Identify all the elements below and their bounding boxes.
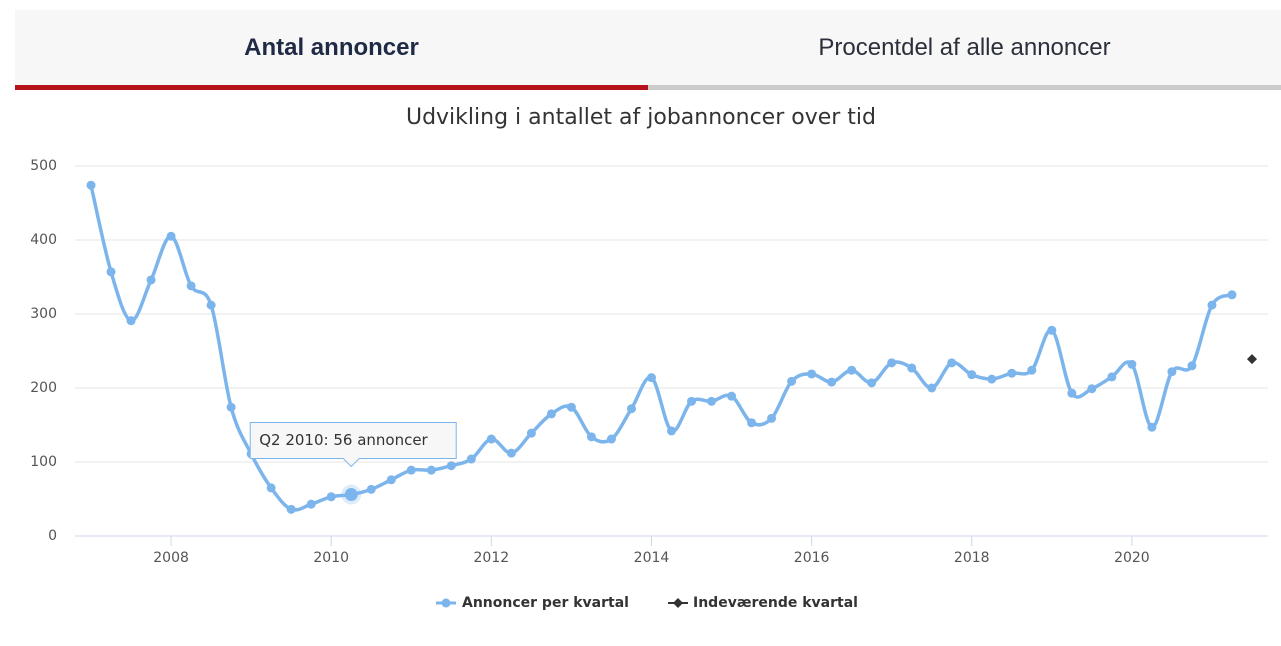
x-tick-label: 2020 [1114, 550, 1150, 566]
point [546, 409, 556, 419]
point [366, 484, 376, 494]
point [106, 267, 116, 277]
point [126, 316, 136, 326]
x-tick-label: 2012 [474, 550, 510, 566]
point [947, 358, 957, 368]
point [727, 391, 737, 401]
point [747, 418, 757, 428]
point [927, 383, 937, 393]
point [266, 483, 276, 493]
y-tick-label: 400 [30, 232, 57, 248]
point [1227, 290, 1237, 300]
point [646, 373, 656, 383]
x-tick-label: 2016 [794, 550, 830, 566]
point [787, 376, 797, 386]
point [166, 231, 176, 241]
tooltip-text: Q2 2010: 56 annoncer [259, 431, 428, 449]
hover-point [344, 488, 358, 502]
point [1167, 367, 1177, 377]
point [86, 180, 96, 190]
legend-item: Annoncer per kvartal [436, 595, 629, 611]
point [1107, 372, 1117, 382]
point [807, 369, 817, 379]
point [967, 370, 977, 380]
point [887, 358, 897, 368]
x-tick-label: 2018 [954, 550, 990, 566]
point [306, 499, 316, 509]
point [687, 396, 697, 406]
point [606, 434, 616, 444]
point [1067, 388, 1077, 398]
point [1127, 359, 1137, 369]
tab-bar: Antal annoncer Procentdel af alle annonc… [15, 10, 1281, 90]
point [667, 426, 676, 436]
point [486, 434, 496, 444]
x-tick-label: 2010 [313, 550, 349, 566]
point [226, 402, 236, 412]
point [1027, 365, 1037, 375]
point [767, 413, 777, 423]
point [1047, 325, 1057, 335]
point [506, 448, 516, 458]
point [827, 377, 837, 387]
point [326, 492, 336, 502]
series-line [89, 184, 1233, 512]
point [1187, 361, 1197, 371]
point [987, 374, 997, 384]
y-tick-label: 200 [30, 380, 57, 396]
point [626, 404, 636, 414]
point [1246, 354, 1257, 365]
point [466, 454, 476, 464]
y-tick-label: 100 [30, 454, 57, 470]
legend-label: Indeværende kvartal [693, 595, 858, 611]
tab[interactable]: Antal annoncer [15, 10, 648, 90]
tooltip: Q2 2010: 56 annoncer [249, 422, 457, 468]
y-tick-label: 500 [30, 158, 57, 174]
point [286, 504, 296, 514]
chart-title: Udvikling i antallet af jobannoncer over… [406, 105, 876, 130]
legend-item: Indeværende kvartal [668, 595, 858, 611]
legend-symbol [673, 598, 683, 608]
x-tick-label: 2014 [634, 550, 670, 566]
point [586, 432, 596, 442]
point [907, 363, 917, 373]
point [847, 365, 857, 375]
point [1147, 422, 1157, 432]
y-tick-label: 300 [30, 306, 57, 322]
y-tick-label: 0 [48, 528, 57, 544]
point [206, 300, 216, 310]
point [446, 461, 456, 471]
point [1007, 368, 1017, 378]
point [386, 475, 396, 485]
point [426, 465, 436, 475]
tooltip-box [249, 422, 457, 468]
legend-label: Annoncer per kvartal [462, 595, 629, 611]
point [406, 465, 416, 475]
legend-symbol [441, 598, 451, 608]
point [146, 275, 156, 285]
point [867, 378, 877, 388]
point [526, 428, 536, 438]
tab[interactable]: Procentdel af alle annoncer [648, 10, 1281, 90]
point [707, 396, 717, 406]
x-tick-label: 2008 [153, 550, 189, 566]
point [1087, 384, 1097, 394]
point [1207, 300, 1217, 310]
point [566, 402, 576, 412]
point [186, 281, 196, 291]
